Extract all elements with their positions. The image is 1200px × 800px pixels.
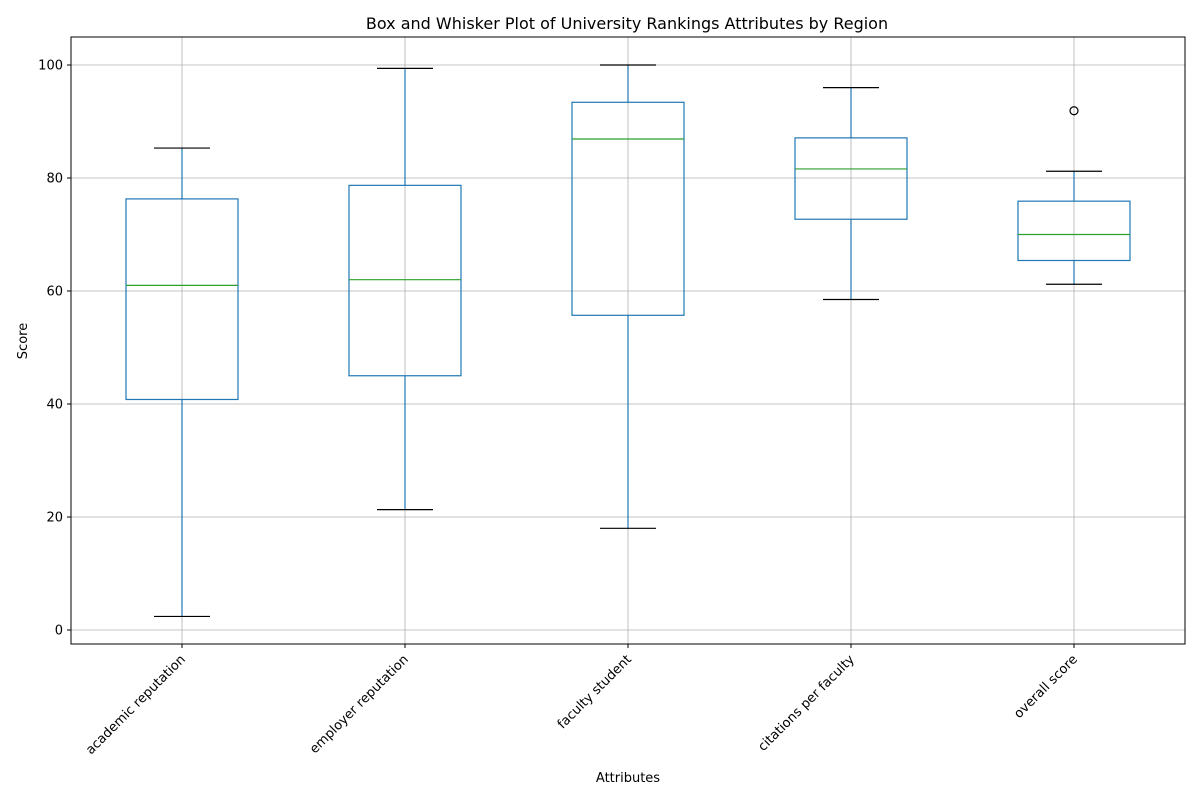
x-tick-label: citations per faculty [756,652,859,755]
box-faculty-student [571,64,685,529]
y-tick-label: 100 [38,59,63,74]
x-tick-label: overall score [1011,652,1080,721]
box-employer-reputation [348,67,462,511]
x-tick-label: employer reputation [307,652,412,757]
x-tick-label: academic reputation [83,652,189,758]
box-citations-per-faculty [794,86,908,301]
x-axis-label: Attributes [596,771,660,786]
x-tick-label: faculty student [555,652,635,732]
y-axis-ticks: 0 20 40 60 80 100 [38,59,71,639]
y-tick-label: 20 [46,511,63,526]
y-tick-label: 60 [46,285,63,300]
box-overall-score [1017,106,1131,285]
y-tick-label: 40 [46,398,63,413]
y-tick-label: 0 [55,624,63,639]
box-academic-reputation [125,147,239,618]
y-tick-label: 80 [46,172,63,187]
boxes [125,64,1131,618]
iqr-box [125,198,239,401]
chart-title: Box and Whisker Plot of University Ranki… [366,14,888,33]
iqr-box [571,101,685,316]
y-axis-label: Score [16,323,31,359]
iqr-box [348,184,462,377]
iqr-box [1017,200,1131,262]
iqr-box [794,137,908,220]
x-axis-ticks: academic reputation employer reputation fa… [83,644,1081,758]
outlier-point [1069,106,1079,116]
